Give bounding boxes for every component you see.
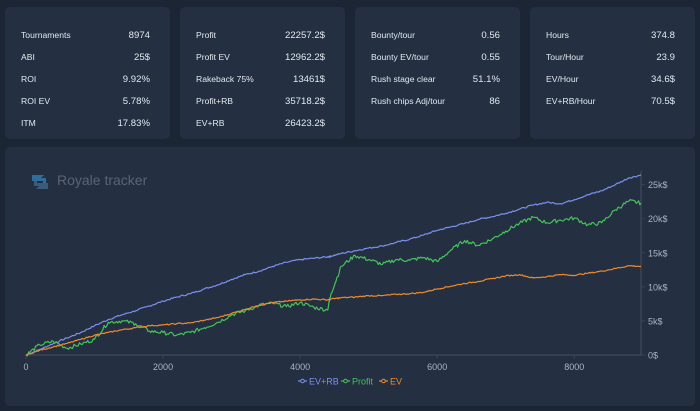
stat-row: EV+RB 26423.2$ xyxy=(196,118,325,134)
stat-row: Bounty EV/tour 0.55 xyxy=(371,52,500,68)
stats-card: Profit 22257.2$ Profit EV 12962.2$ Rakeback … xyxy=(180,7,345,139)
stat-value: 51.1% xyxy=(472,74,500,85)
y-tick-label: 0$ xyxy=(648,351,658,361)
stat-row: ABI 25$ xyxy=(21,52,150,68)
stat-value: 374.8 xyxy=(650,30,675,41)
stat-value: 5.78% xyxy=(122,96,150,107)
stats-card: Bounty/tour 0.56 Bounty EV/tour 0.55 Rush st… xyxy=(355,7,520,139)
x-tick-label: 4000 xyxy=(290,362,310,372)
stat-label: Profit xyxy=(196,30,217,40)
stat-label: Profit+RB xyxy=(196,96,234,106)
y-tick-label: 25k$ xyxy=(648,180,668,190)
stat-row: Rush chips Adj/tour 86 xyxy=(371,96,500,112)
stat-value: 70.5$ xyxy=(650,96,675,107)
stat-value: 22257.2$ xyxy=(284,30,325,41)
stats-card: Hours 374.8 Tour/Hour 23.9 EV/Hour 34.6$ EV+RB… xyxy=(530,7,695,139)
stats-card: Tournaments 8974 ABI 25$ ROI 9.92% ROI EV 5.78%… xyxy=(5,7,170,139)
stat-label: EV+RB/Hour xyxy=(546,96,596,106)
stat-row: Hours 374.8 xyxy=(546,30,675,46)
stat-row: Tour/Hour 23.9 xyxy=(546,52,675,68)
y-tick-label: 10k$ xyxy=(648,282,668,292)
stat-row: ROI EV 5.78% xyxy=(21,96,150,112)
stat-label: ABI xyxy=(21,52,35,62)
series-line-ev-rb xyxy=(25,174,642,356)
stat-row: ROI 9.92% xyxy=(21,74,150,90)
stat-row: EV+RB/Hour 70.5$ xyxy=(546,96,675,112)
stat-label: Bounty EV/tour xyxy=(371,52,429,62)
stat-label: Profit EV xyxy=(196,52,230,62)
stat-label: Rakeback 75% xyxy=(196,74,254,84)
stat-label: ROI EV xyxy=(21,96,51,106)
stat-value: 34.6$ xyxy=(650,74,675,85)
stat-row: Rakeback 75% 13461$ xyxy=(196,74,325,90)
stat-label: Bounty/tour xyxy=(371,30,415,40)
stat-value: 86 xyxy=(489,96,500,107)
stat-value: 26423.2$ xyxy=(284,118,325,129)
stat-row: Tournaments 8974 xyxy=(21,30,150,46)
stat-value: 35718.2$ xyxy=(284,96,325,107)
stat-value: 8974 xyxy=(128,30,150,41)
legend-marker-icon xyxy=(343,378,348,384)
y-tick-label: 15k$ xyxy=(648,248,668,258)
series-line-profit xyxy=(25,198,642,357)
stat-row: Profit 22257.2$ xyxy=(196,30,325,46)
stat-label: Tour/Hour xyxy=(546,52,584,62)
stat-label: Tournaments xyxy=(21,30,71,40)
y-tick-label: 5k$ xyxy=(648,316,663,326)
series-line-ev xyxy=(25,264,642,356)
stat-value: 23.9 xyxy=(656,52,675,63)
stat-value: 9.92% xyxy=(122,74,150,85)
stat-row: EV/Hour 34.6$ xyxy=(546,74,675,90)
refresh-logo-icon xyxy=(32,175,48,189)
y-tick-label: 20k$ xyxy=(648,214,668,224)
x-tick-label: 2000 xyxy=(153,362,173,372)
legend-marker-icon xyxy=(381,378,386,384)
stat-row: Rush stage clear 51.1% xyxy=(371,74,500,90)
stat-label: Rush stage clear xyxy=(371,74,436,84)
stat-value: 13461$ xyxy=(292,74,325,85)
stat-value: 0.56 xyxy=(481,30,500,41)
stat-label: EV/Hour xyxy=(546,74,579,84)
stat-label: EV+RB xyxy=(196,118,225,128)
legend-item[interactable]: EV+RB xyxy=(309,377,339,387)
line-chart: 0 2000 4000 6000 8000 0$ 5k$ 10k$ 15k$ 20k$ 25k$ EV… xyxy=(23,171,668,387)
stat-label: ITM xyxy=(21,118,36,128)
x-tick-label: 6000 xyxy=(427,362,447,372)
legend-item[interactable]: Profit xyxy=(352,377,374,387)
stat-value: 25$ xyxy=(133,52,150,63)
stat-value: 17.83% xyxy=(117,118,150,129)
stat-label: Rush chips Adj/tour xyxy=(371,96,446,106)
stat-row: Profit+RB 35718.2$ xyxy=(196,96,325,112)
stat-label: ROI xyxy=(21,74,37,84)
stat-label: Hours xyxy=(546,30,569,40)
stat-value: 0.55 xyxy=(481,52,500,63)
watermark-title: Royale tracker xyxy=(57,172,148,188)
chart-card: Royale tracker 0 2000 4000 6000 8000 0$ 5k$ 10k… xyxy=(5,147,695,406)
x-tick-label: 8000 xyxy=(564,362,584,372)
stat-row: ITM 17.83% xyxy=(21,118,150,134)
legend-item[interactable]: EV xyxy=(390,377,402,387)
stat-row: Profit EV 12962.2$ xyxy=(196,52,325,68)
stat-value: 12962.2$ xyxy=(284,52,325,63)
stat-row: Bounty/tour 0.56 xyxy=(371,30,500,46)
x-tick-label: 0 xyxy=(23,362,28,372)
legend-marker-icon xyxy=(300,378,305,384)
